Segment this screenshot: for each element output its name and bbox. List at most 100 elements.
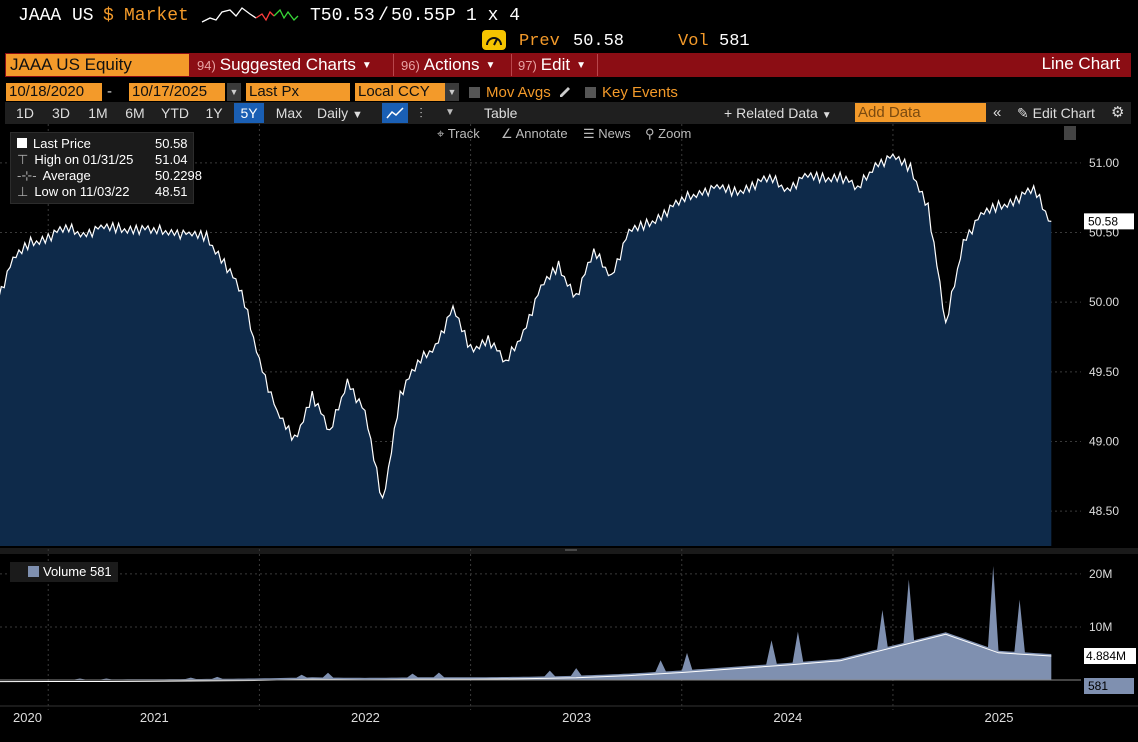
legend-swatch (28, 566, 39, 577)
mov-avgs-checkbox[interactable] (469, 87, 480, 98)
price-field-select[interactable]: Last Px (246, 83, 350, 101)
line-chart-icon[interactable] (382, 103, 408, 123)
pencil-icon[interactable] (557, 84, 573, 100)
gear-icon[interactable]: ⚙ (1111, 104, 1125, 121)
tf-max[interactable]: Max (275, 105, 303, 121)
mov-avgs-label[interactable]: Mov Avgs (486, 84, 551, 101)
tf-1m[interactable]: 1M (88, 105, 108, 121)
chart-type-dropdown-icon[interactable]: ▼ (445, 107, 455, 118)
menu-bar (5, 53, 1131, 77)
volume-ma-label: 4.884M (1086, 649, 1126, 663)
related-data-button[interactable]: + Related Data ▼ (724, 105, 832, 121)
volume-ma-tag (1084, 648, 1136, 665)
date-dash: - (107, 83, 112, 100)
track-label: Track (447, 126, 480, 141)
ohlc-chart-icon[interactable]: ⫶ (419, 105, 423, 121)
ask-price: 50.55P (391, 6, 456, 26)
volume-tick-label: 20M (1089, 567, 1112, 581)
track-tool[interactable]: ⌖ Track (437, 126, 480, 142)
news-tool[interactable]: ☰ News (583, 126, 631, 142)
tf-1d[interactable]: 1D (16, 105, 34, 121)
key-events-checkbox[interactable] (585, 87, 596, 98)
price-scale-toggle (1064, 126, 1076, 140)
menu-number: 97) (518, 58, 537, 73)
zoom-label: Zoom (658, 126, 692, 141)
price-area (0, 154, 1052, 546)
end-date-field[interactable]: 10/17/2025 (129, 83, 225, 101)
frequency-select[interactable]: Daily ▼ (317, 103, 363, 123)
legend-value: 51.04 (155, 152, 188, 167)
panel-divider (0, 548, 1138, 554)
menu-number: 96) (401, 58, 420, 73)
edit-chart-label: Edit Chart (1032, 105, 1095, 121)
magnifier-icon: ⚲ (645, 126, 655, 141)
volume-last-tag (1084, 678, 1134, 694)
chart-type-title: Line Chart (1041, 54, 1120, 73)
collapse-icon[interactable]: « (993, 104, 1002, 121)
prev-value: 50.58 (573, 32, 625, 51)
key-events-label[interactable]: Key Events (602, 84, 678, 101)
start-date-field[interactable]: 10/18/2020 (6, 83, 102, 101)
annotate-tool[interactable]: ∠ Annotate (501, 126, 568, 142)
caret-down-icon: ▼ (485, 60, 496, 71)
ticker-market-label: Market (124, 6, 189, 26)
price-line (0, 152, 1052, 500)
gauge-icon[interactable] (482, 30, 506, 50)
currency-select[interactable]: Local CCY (355, 83, 445, 101)
edit-menu[interactable]: 97) Edit ▼ (518, 54, 586, 76)
price-tick-label: 49.50 (1089, 365, 1119, 379)
legend-label: Last Price (33, 136, 91, 151)
last-price-label: 50.58 (1088, 214, 1118, 228)
annotate-icon: ∠ (501, 126, 513, 141)
bid-ask-size: 1 x 4 (466, 6, 521, 26)
ticker-symbol[interactable]: JAAA US (18, 6, 94, 26)
legend-label: Average (42, 168, 91, 183)
currency-dropdown-icon[interactable]: ▼ (445, 83, 459, 101)
menu-label: Suggested Charts (219, 55, 356, 74)
ticker-currency: $ (103, 6, 114, 26)
vol-value: 581 (719, 32, 750, 51)
edit-chart-button[interactable]: ✎ Edit Chart (1017, 105, 1095, 121)
year-tick-label: 2024 (773, 710, 802, 725)
tf-6m[interactable]: 6M (125, 105, 145, 121)
actions-menu[interactable]: 96) Actions ▼ (401, 54, 495, 76)
plot-top (0, 124, 1082, 125)
price-tick-label: 49.00 (1089, 435, 1119, 449)
tf-1y[interactable]: 1Y (205, 105, 223, 121)
quote-summary: Prev 50.58 Vol 581 (0, 30, 1138, 52)
price-tick-label: 48.50 (1089, 504, 1119, 518)
tf-3d[interactable]: 3D (52, 105, 70, 121)
suggested-charts-menu[interactable]: 94) Suggested Charts ▼ (197, 54, 372, 76)
legend-swatch (17, 138, 27, 148)
volume-moving-average (0, 633, 1052, 683)
price-tick-label: 50.00 (1089, 295, 1119, 309)
legend-last-price: Last Price (17, 136, 91, 152)
legend-high: ⊤ High on 01/31/25 (17, 152, 133, 168)
average-marker-icon: -⊹- (17, 168, 37, 183)
year-tick-label: 2023 (562, 710, 591, 725)
low-marker-icon: ⊥ (17, 184, 29, 199)
year-tick-label: 2021 (140, 710, 169, 725)
menu-label: Edit (540, 55, 571, 74)
zoom-tool[interactable]: ⚲ Zoom (645, 126, 691, 142)
legend-low: ⊥ Low on 11/03/22 (17, 184, 130, 200)
volume-area (0, 566, 1052, 680)
tf-ytd[interactable]: YTD (161, 105, 189, 121)
vol-label: Vol (678, 32, 709, 51)
tf-5y[interactable]: 5Y (234, 103, 264, 123)
bid-ask-separator: / (378, 6, 389, 26)
add-data-input[interactable]: Add Data (855, 103, 986, 122)
table-button[interactable]: Table (484, 105, 518, 121)
ticker-bar: JAAA US $ Market T50.53 / 50.55P 1 x 4 (0, 0, 1138, 32)
timeframe-toolbar (5, 102, 1131, 124)
legend-value: 50.58 (155, 136, 188, 151)
calendar-dropdown-icon[interactable]: ▼ (227, 83, 241, 101)
caret-down-icon: ▼ (821, 110, 832, 121)
caret-down-icon: ▼ (352, 109, 363, 121)
frequency-label: Daily (317, 105, 349, 121)
menu-divider (393, 54, 394, 76)
year-tick-label: 2025 (985, 710, 1014, 725)
legend-label: High on 01/31/25 (34, 152, 134, 167)
security-field[interactable]: JAAA US Equity (6, 54, 189, 76)
